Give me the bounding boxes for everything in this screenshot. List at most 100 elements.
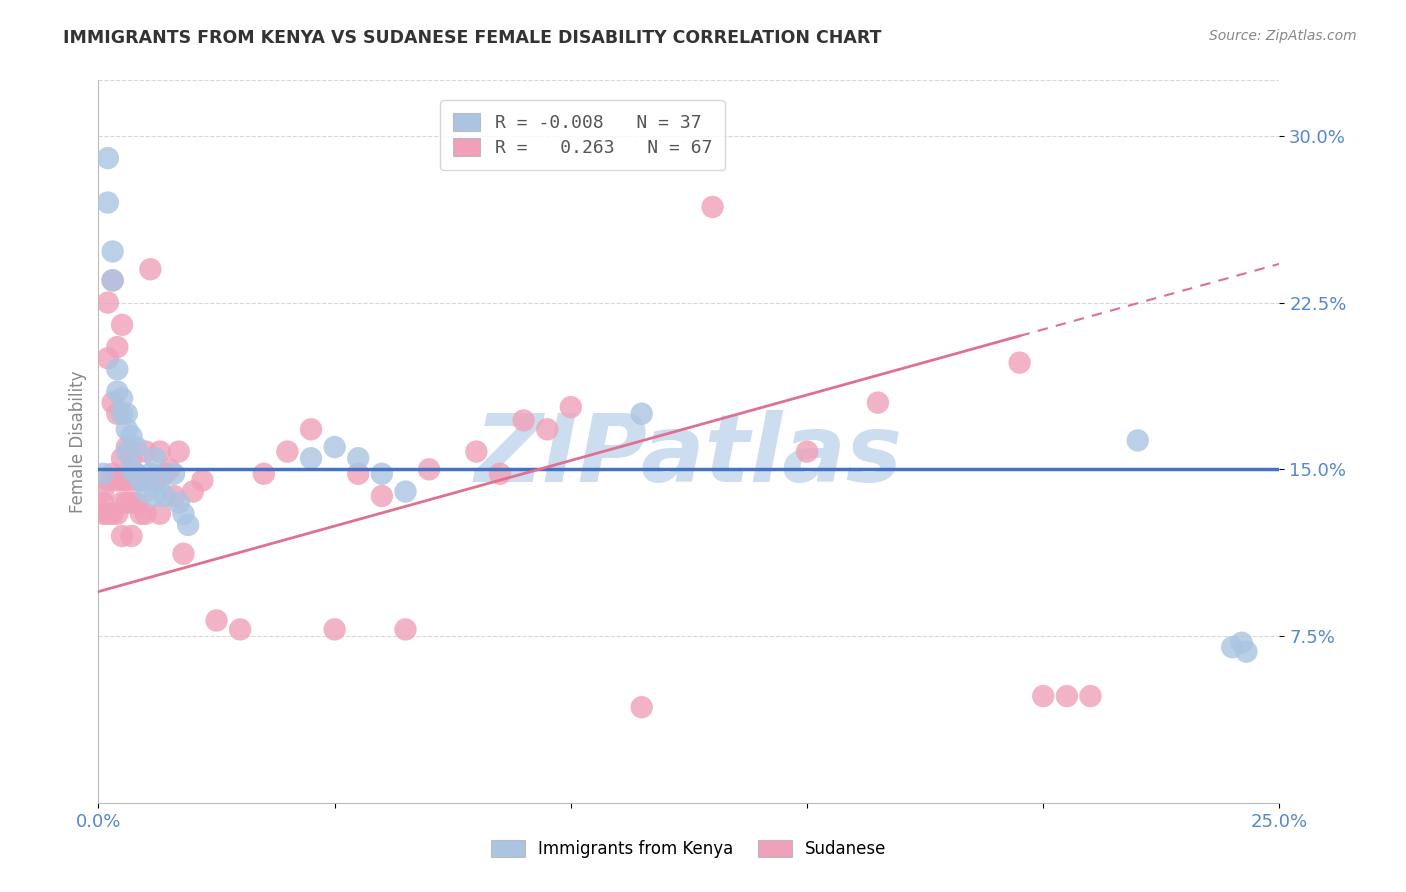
Point <box>115 422 138 436</box>
Point <box>157 462 180 476</box>
Point <box>299 422 322 436</box>
Point <box>149 474 172 488</box>
Point <box>205 614 228 628</box>
Point <box>111 407 134 421</box>
Point <box>105 340 128 354</box>
Point <box>115 444 138 458</box>
Point <box>172 507 194 521</box>
Point <box>115 440 138 454</box>
Point <box>91 507 114 521</box>
Point <box>121 474 143 488</box>
Point <box>191 474 214 488</box>
Point <box>121 429 143 443</box>
Point <box>167 496 190 510</box>
Point <box>163 489 186 503</box>
Point <box>1234 645 1257 659</box>
Point <box>105 407 128 421</box>
Point <box>630 407 652 421</box>
Point <box>111 474 134 488</box>
Point <box>111 496 134 510</box>
Point <box>105 507 128 521</box>
Point <box>105 362 128 376</box>
Point <box>149 444 172 458</box>
Point <box>129 507 152 521</box>
Point <box>135 484 157 499</box>
Point <box>101 273 124 287</box>
Point <box>167 444 190 458</box>
Point <box>105 384 128 399</box>
Point <box>111 391 134 405</box>
Point <box>1008 356 1031 370</box>
Point <box>115 407 138 421</box>
Point <box>101 507 124 521</box>
Point <box>394 623 416 637</box>
Point <box>97 474 120 488</box>
Point <box>866 395 889 409</box>
Point <box>536 422 558 436</box>
Point <box>139 262 162 277</box>
Point <box>143 451 166 466</box>
Y-axis label: Female Disability: Female Disability <box>69 370 87 513</box>
Point <box>181 484 204 499</box>
Point <box>139 467 162 481</box>
Point <box>125 440 148 454</box>
Point <box>111 451 134 466</box>
Point <box>172 547 194 561</box>
Point <box>97 295 120 310</box>
Point <box>129 474 152 488</box>
Point <box>702 200 724 214</box>
Point <box>163 467 186 481</box>
Point <box>253 467 276 481</box>
Point <box>111 318 134 332</box>
Point <box>1032 689 1054 703</box>
Point <box>121 462 143 476</box>
Point <box>560 400 582 414</box>
Point <box>111 529 134 543</box>
Point <box>347 451 370 466</box>
Point <box>796 444 818 458</box>
Point <box>101 244 124 259</box>
Point <box>97 151 120 165</box>
Point <box>101 467 124 481</box>
Point <box>97 507 120 521</box>
Point <box>229 623 252 637</box>
Point <box>394 484 416 499</box>
Point <box>105 474 128 488</box>
Point <box>371 489 394 503</box>
Text: ZIPatlas: ZIPatlas <box>475 410 903 502</box>
Point <box>125 467 148 481</box>
Point <box>299 451 322 466</box>
Point <box>1126 434 1149 448</box>
Text: IMMIGRANTS FROM KENYA VS SUDANESE FEMALE DISABILITY CORRELATION CHART: IMMIGRANTS FROM KENYA VS SUDANESE FEMALE… <box>63 29 882 46</box>
Point <box>153 489 176 503</box>
Point <box>153 467 176 481</box>
Point <box>143 474 166 488</box>
Point <box>1056 689 1078 703</box>
Point <box>630 700 652 714</box>
Point <box>512 413 534 427</box>
Point <box>91 496 114 510</box>
Point <box>347 467 370 481</box>
Point <box>97 195 120 210</box>
Point <box>129 474 152 488</box>
Point <box>101 273 124 287</box>
Point <box>121 529 143 543</box>
Point <box>1220 640 1243 655</box>
Point <box>135 444 157 458</box>
Point <box>323 623 346 637</box>
Text: Source: ZipAtlas.com: Source: ZipAtlas.com <box>1209 29 1357 43</box>
Point <box>121 451 143 466</box>
Point <box>1080 689 1102 703</box>
Point <box>125 467 148 481</box>
Point <box>135 507 157 521</box>
Point <box>115 474 138 488</box>
Legend: Immigrants from Kenya, Sudanese: Immigrants from Kenya, Sudanese <box>484 832 894 867</box>
Point <box>371 467 394 481</box>
Point <box>149 507 172 521</box>
Point <box>97 351 120 366</box>
Point <box>323 440 346 454</box>
Point <box>115 496 138 510</box>
Point <box>125 496 148 510</box>
Point <box>177 517 200 532</box>
Point <box>91 467 114 481</box>
